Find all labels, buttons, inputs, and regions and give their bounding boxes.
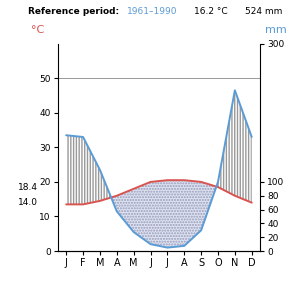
Text: mm: mm	[265, 25, 286, 35]
Text: 18.4: 18.4	[18, 183, 38, 192]
Text: 16.2 °C: 16.2 °C	[194, 7, 228, 16]
Text: 1961–1990: 1961–1990	[127, 7, 177, 16]
Text: 14.0: 14.0	[18, 198, 38, 207]
Text: Reference period:: Reference period:	[28, 7, 119, 16]
Text: 524 mm: 524 mm	[245, 7, 282, 16]
Text: °C: °C	[32, 25, 45, 35]
